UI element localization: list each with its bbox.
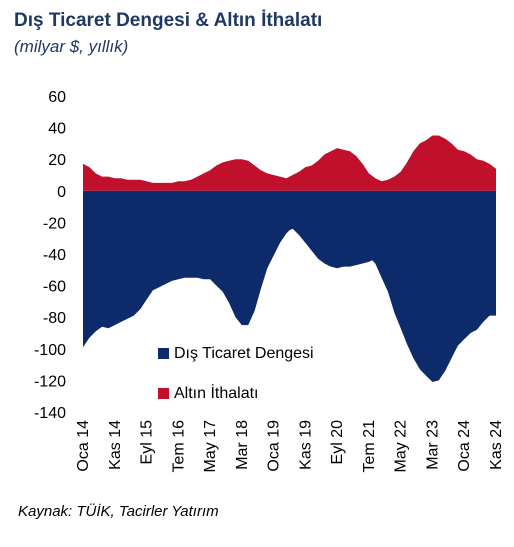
x-tick-label: Tem 21 (361, 420, 378, 473)
source-note: Kaynak: TÜİK, Tacirler Yatırım (18, 503, 219, 520)
chart-title: Dış Ticaret Dengesi & Altın İthalatı (14, 10, 323, 31)
legend-label-0: Dış Ticaret Dengesi (174, 345, 314, 362)
y-tick-label: -40 (43, 247, 66, 264)
y-tick-label: -140 (34, 405, 66, 422)
chart-subtitle: (milyar $, yıllık) (14, 37, 129, 56)
y-tick-label: -60 (43, 279, 66, 296)
x-tick-label: Tem 16 (170, 420, 187, 473)
y-tick-label: 60 (48, 89, 66, 106)
y-tick-label: -100 (34, 342, 66, 359)
y-tick-label: 40 (48, 121, 66, 138)
series-area-0 (83, 190, 496, 382)
y-tick-label: -20 (43, 215, 66, 232)
x-tick-label: May 17 (202, 420, 219, 473)
x-tick-label: Kas 14 (107, 420, 124, 470)
series-area-1 (83, 135, 496, 191)
x-tick-label: Kas 19 (297, 420, 314, 470)
legend-swatch-0 (158, 348, 169, 359)
x-tick-label: Mar 18 (234, 420, 251, 470)
x-axis-ticks: Oca 14 Kas 14 Eyl 15 Tem 16 May 17 Mar 18 Oca … (75, 420, 505, 473)
x-tick-label: Kas 24 (488, 420, 505, 470)
x-tick-label: Oca 24 (456, 420, 473, 472)
legend-swatch-1 (158, 388, 169, 399)
y-tick-label: -80 (43, 310, 66, 327)
y-tick-label: 0 (57, 184, 66, 201)
y-tick-label: -120 (34, 373, 66, 390)
x-tick-label: Oca 19 (266, 420, 283, 472)
legend: Dış Ticaret Dengesi Altın İthalatı (158, 345, 314, 402)
y-tick-label: 20 (48, 152, 66, 169)
legend-label-1: Altın İthalatı (174, 383, 259, 402)
x-tick-label: Eyl 20 (329, 420, 346, 465)
x-tick-label: May 22 (393, 420, 410, 473)
x-tick-label: Mar 23 (424, 420, 441, 470)
x-tick-label: Oca 14 (75, 420, 92, 472)
series-areas (83, 135, 496, 382)
y-axis-ticks: 60 40 20 0 -20 -40 -60 -80 -100 -120 -140 (34, 89, 66, 422)
x-tick-label: Eyl 15 (139, 420, 156, 465)
